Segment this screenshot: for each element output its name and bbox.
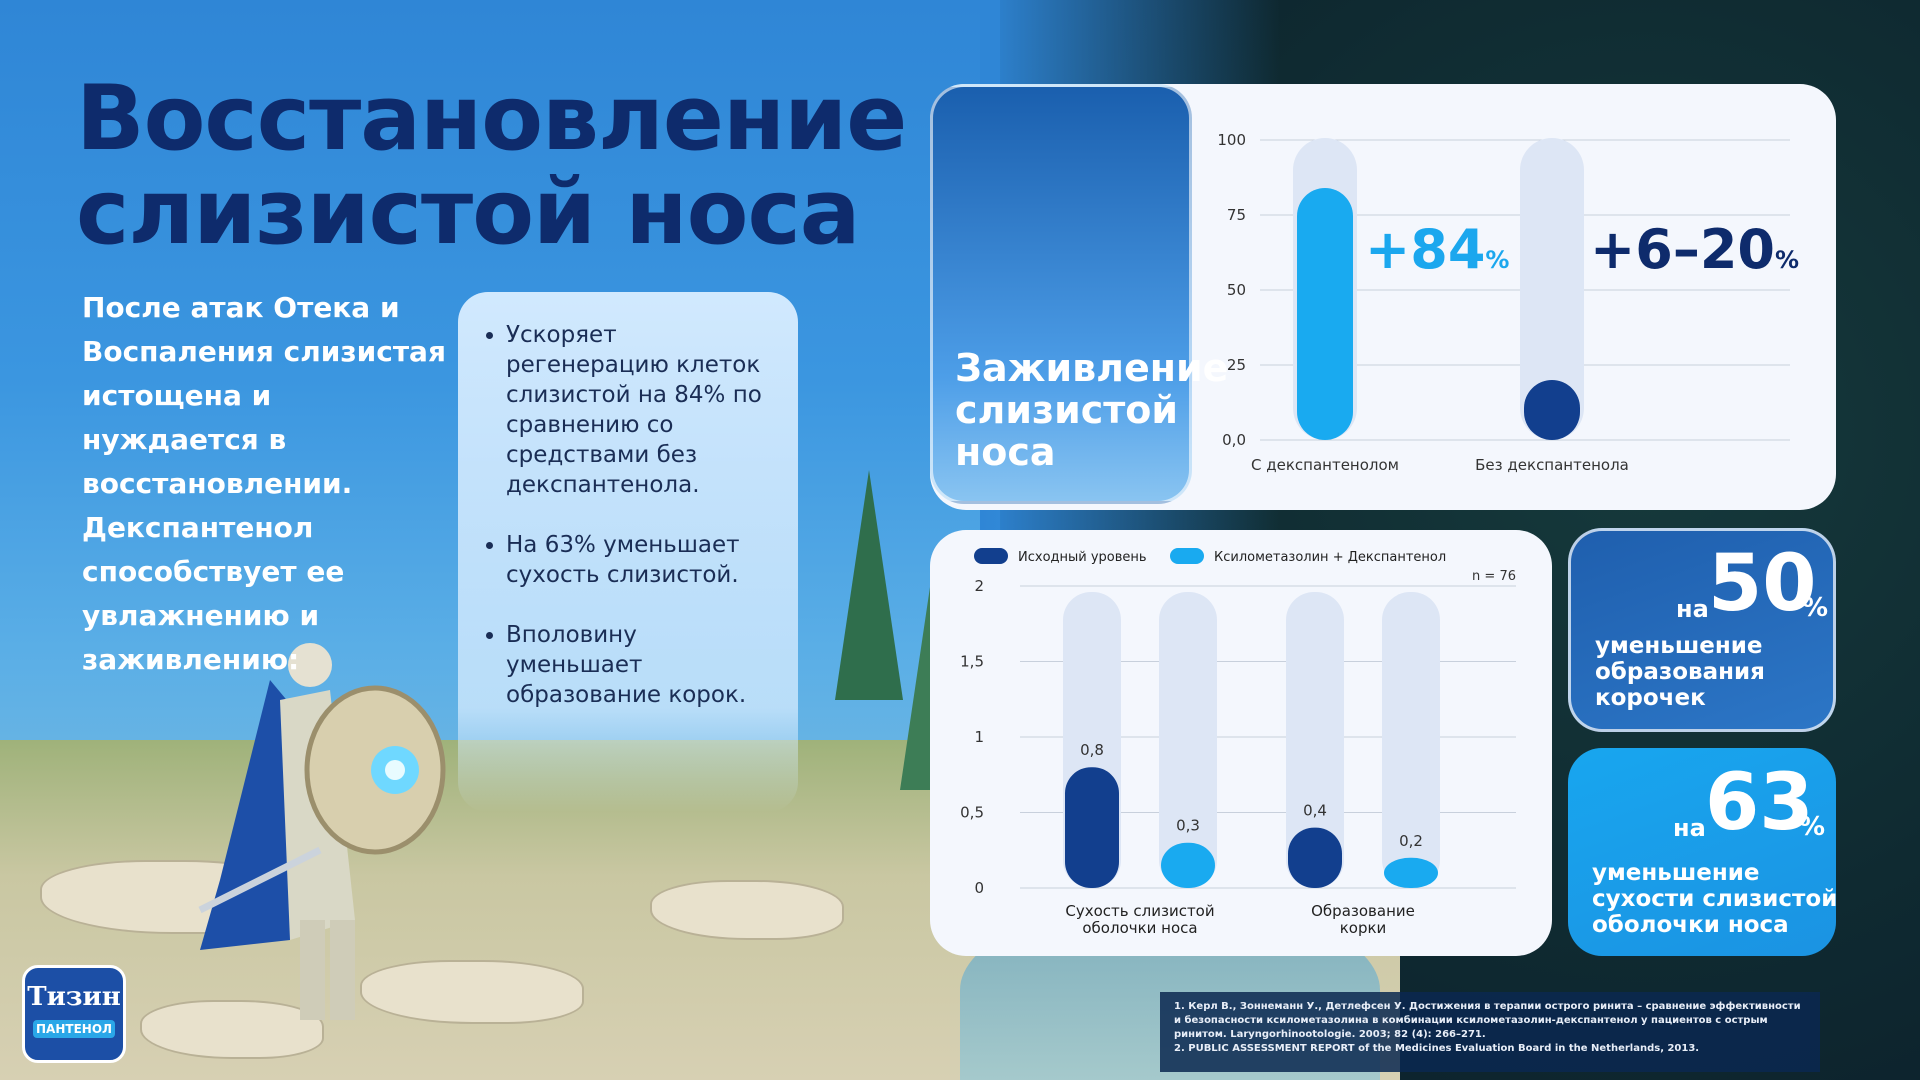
- rock-illustration: [360, 960, 584, 1024]
- benefit-item: На 63% уменьшает сухость слизистой.: [506, 530, 778, 590]
- x-tick-label: Сухость слизистой: [1065, 902, 1214, 920]
- y-tick-label: 0,0: [1222, 431, 1246, 449]
- healing-label: Заживление слизистой носа: [955, 346, 1229, 474]
- stat-value: 50: [1708, 539, 1817, 629]
- y-tick-label: 25: [1227, 356, 1246, 374]
- bar-track: [1382, 592, 1440, 888]
- bar: [1288, 827, 1342, 888]
- y-tick-label: 1,5: [960, 653, 984, 671]
- legend-label: Ксилометазолин + Декспантенол: [1214, 550, 1446, 565]
- stat-description: уменьшение образования корочек: [1595, 633, 1765, 711]
- bar: [1065, 767, 1119, 888]
- intro-text: После атак Отека и Воспаления слизистая …: [82, 291, 446, 676]
- bar-track: [1159, 592, 1217, 888]
- title-line-1: Восстановление: [76, 66, 907, 171]
- logo-subtitle: ПАНТЕНОЛ: [33, 1020, 115, 1038]
- y-tick-label: 0: [974, 879, 984, 897]
- legend-label: Исходный уровень: [1018, 550, 1147, 565]
- data-label: 0,8: [1080, 741, 1104, 759]
- stat-prefix: на: [1673, 814, 1706, 842]
- x-tick-label: оболочки носа: [1082, 919, 1197, 937]
- x-tick-label: Без декспантенола: [1475, 456, 1629, 474]
- bar: [1297, 188, 1353, 440]
- reference-1: 1. Керл В., Зоннеманн У., Детлефсен У. Д…: [1174, 1001, 1801, 1040]
- brand-logo: Тизин ПАНТЕНОЛ: [22, 965, 126, 1063]
- knight-illustration: [198, 643, 446, 1020]
- sample-size-annotation: n = 76: [1472, 569, 1516, 584]
- legend-swatch: [1170, 548, 1204, 564]
- reference-2: 2. PUBLIC ASSESSMENT REPORT of the Medic…: [1174, 1043, 1700, 1054]
- bar-track: [1520, 138, 1584, 440]
- rock-illustration: [140, 1000, 324, 1059]
- stat-description: уменьшение сухости слизистой оболочки но…: [1592, 860, 1838, 938]
- data-label: 0,2: [1399, 832, 1423, 850]
- title-line-2: слизистой носа: [76, 160, 861, 265]
- data-label: +6–20%: [1590, 218, 1799, 281]
- data-label: +84%: [1365, 218, 1509, 281]
- y-tick-label: 1: [974, 728, 984, 746]
- data-label: 0,4: [1303, 802, 1327, 820]
- benefits-card: Ускоряет регенерацию клеток слизистой на…: [458, 292, 798, 812]
- stat-value: 63: [1705, 758, 1814, 848]
- benefits-list: Ускоряет регенерацию клеток слизистой на…: [484, 320, 778, 710]
- tree-illustration: [835, 470, 903, 700]
- benefit-item: Вполовину уменьшает образование корок.: [506, 620, 778, 710]
- logo-name: Тизин: [27, 982, 121, 1012]
- x-tick-label: корки: [1340, 919, 1387, 937]
- dryness-stat-box: на 63 % уменьшение сухости слизистой обо…: [1568, 748, 1837, 956]
- dryness-crust-chart: 0 0,5 1 1,5 2 Исходный уровень Ксилометазолин …: [960, 548, 1516, 937]
- bar: [1161, 842, 1215, 888]
- page-title: Восстановление слизистой носа: [76, 72, 907, 260]
- bar: [1524, 380, 1580, 440]
- dryness-chart-card: [930, 530, 1552, 956]
- bar-track: [1286, 592, 1344, 888]
- stat-prefix: на: [1676, 595, 1709, 623]
- crust-stat-box: на 50 % уменьшение образования корочек: [1568, 528, 1836, 732]
- y-tick-label: 100: [1217, 131, 1246, 149]
- y-tick-label: 75: [1227, 206, 1246, 224]
- data-label: 0,3: [1176, 817, 1200, 835]
- references: 1. Керл В., Зоннеманн У., Детлефсен У. Д…: [1160, 992, 1820, 1072]
- y-tick-label: 0,5: [960, 804, 984, 822]
- stat-unit: %: [1802, 593, 1829, 623]
- healing-label-panel: Заживление слизистой носа: [930, 84, 1228, 504]
- x-tick-label: Образование: [1311, 902, 1415, 920]
- healing-chart: 0,0 25 50 75 100 С декспантенолом Без декспант…: [1217, 131, 1799, 474]
- y-tick-label: 50: [1227, 281, 1246, 299]
- stat-unit: %: [1799, 812, 1826, 842]
- bar: [1384, 857, 1438, 888]
- x-tick-label: С декспантенолом: [1251, 456, 1399, 474]
- legend-swatch: [974, 548, 1008, 564]
- rock-illustration: [650, 880, 844, 940]
- y-tick-label: 2: [974, 577, 984, 595]
- benefit-item: Ускоряет регенерацию клеток слизистой на…: [506, 320, 778, 500]
